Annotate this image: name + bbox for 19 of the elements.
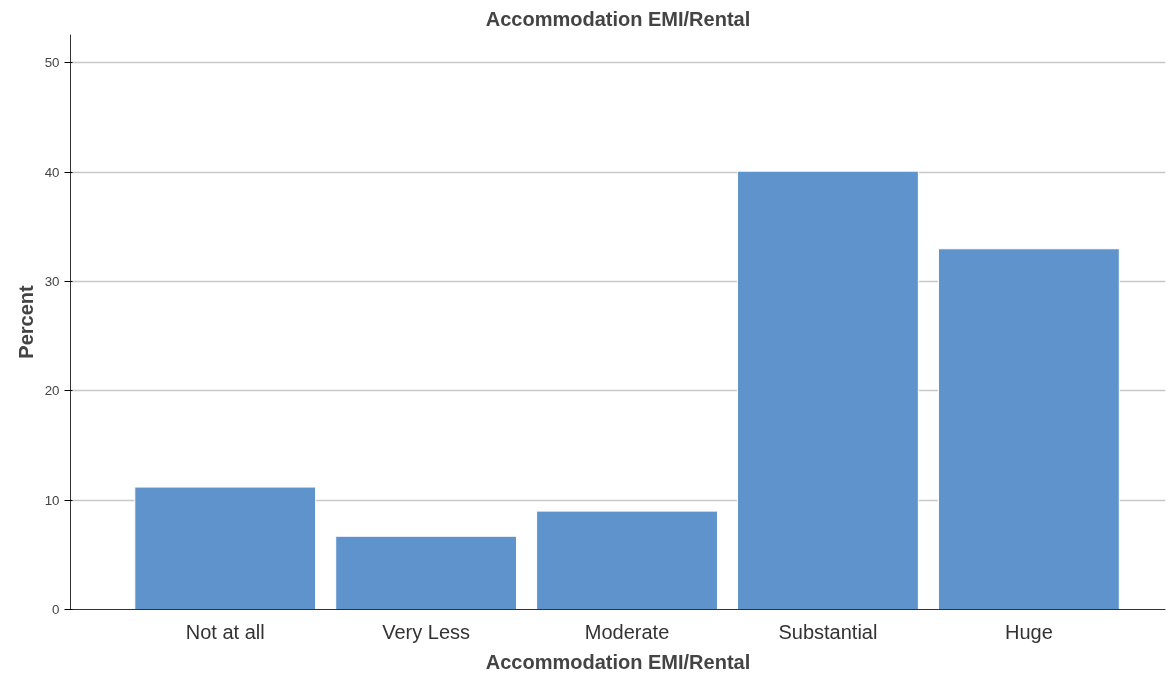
y-tick-label: 0 [52,602,60,617]
y-tick-label: 50 [44,55,60,71]
x-tick-label: Substantial [778,620,878,643]
bar [937,248,1120,610]
y-tick-label: 20 [44,383,60,399]
x-tick-label: Not at all [185,620,265,643]
x-tick-label: Huge [1004,620,1053,643]
bar [737,170,919,610]
chart-title: Accommodation EMI/Rental [485,7,751,30]
x-tick-label: Very Less [382,620,471,643]
y-tick-label: 40 [44,164,60,180]
x-tick-label: Moderate [584,620,670,643]
bar [335,535,518,610]
bar [536,510,718,610]
y-axis-title: Percent [14,284,37,359]
x-axis-title: Accommodation EMI/Rental [485,650,751,673]
bar [134,486,317,610]
y-tick-label: 30 [44,274,60,290]
y-tick-label: 10 [44,492,60,508]
